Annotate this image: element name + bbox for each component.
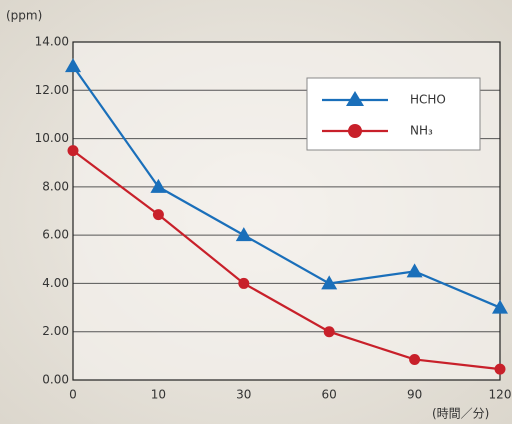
y-tick-label: 0.00 bbox=[42, 373, 69, 387]
page: {"chart_data":{"type":"line","y_label":"… bbox=[0, 0, 512, 424]
x-tick-label: 120 bbox=[489, 388, 512, 402]
marker bbox=[324, 326, 335, 337]
chart: (ppm) (時間／分) 0.00 2.00 4.00 6.00 8.00 10.00 12… bbox=[0, 0, 512, 424]
marker bbox=[409, 354, 420, 365]
y-tick-label: 12.00 bbox=[35, 83, 69, 97]
y-tick-label: 10.00 bbox=[35, 131, 69, 145]
x-tick-label: 0 bbox=[69, 388, 77, 402]
legend-marker bbox=[348, 124, 362, 138]
marker bbox=[495, 364, 506, 375]
legend-label: HCHO bbox=[410, 93, 446, 107]
y-tick-label: 2.00 bbox=[42, 324, 69, 338]
y-axis-label: (ppm) bbox=[6, 9, 42, 23]
legend-box bbox=[307, 78, 480, 150]
y-tick-label: 4.00 bbox=[42, 276, 69, 290]
legend-label: NH₃ bbox=[410, 124, 433, 138]
x-tick-label: 30 bbox=[236, 388, 251, 402]
y-tick-label: 14.00 bbox=[35, 35, 69, 49]
x-tick-label: 10 bbox=[151, 388, 166, 402]
y-tick-label: 8.00 bbox=[42, 179, 69, 193]
x-tick-label: 60 bbox=[322, 388, 337, 402]
x-axis-label: (時間／分) bbox=[432, 407, 489, 421]
x-tick-label: 90 bbox=[407, 388, 422, 402]
marker bbox=[238, 278, 249, 289]
y-tick-label: 6.00 bbox=[42, 228, 69, 242]
marker bbox=[153, 209, 164, 220]
marker bbox=[68, 145, 79, 156]
